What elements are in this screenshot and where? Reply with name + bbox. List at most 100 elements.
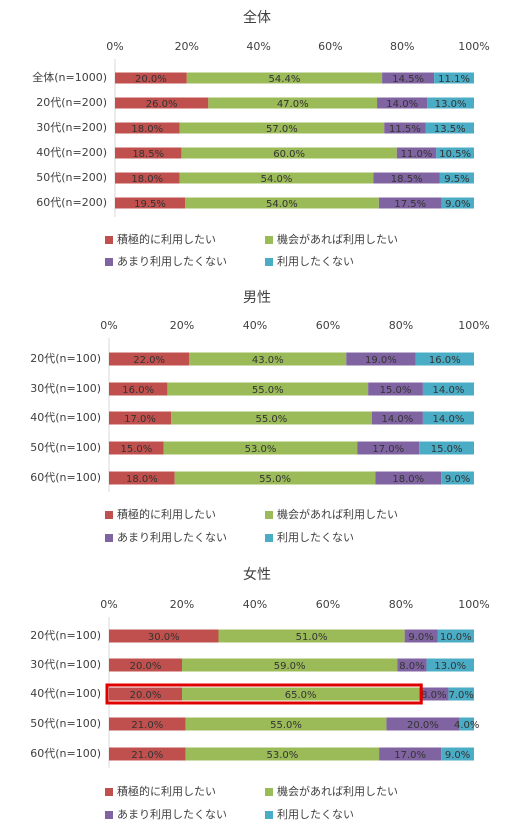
legend-swatch bbox=[265, 511, 273, 519]
bar-segment bbox=[115, 197, 186, 209]
x-tick-label: 60% bbox=[318, 40, 342, 53]
value-label: 10.5% bbox=[439, 149, 471, 160]
legend-label: あまり利用したくない bbox=[117, 808, 227, 821]
bar-segment bbox=[379, 747, 442, 761]
bar-segment bbox=[404, 629, 438, 643]
x-tick-label: 20% bbox=[170, 319, 194, 332]
value-label: 16.0% bbox=[429, 355, 461, 366]
bar-segment bbox=[382, 72, 435, 84]
value-label: 54.0% bbox=[266, 199, 298, 210]
value-label: 13.0% bbox=[434, 661, 466, 672]
x-tick-label: 60% bbox=[316, 319, 340, 332]
value-label: 18.0% bbox=[126, 474, 158, 485]
bar-segment bbox=[386, 717, 460, 731]
bar-segment bbox=[109, 629, 219, 643]
bar-segment bbox=[109, 717, 186, 731]
bar-segment bbox=[375, 471, 442, 485]
value-label: 14.0% bbox=[381, 414, 413, 425]
bar-segment bbox=[189, 352, 347, 366]
bar-segment bbox=[171, 411, 372, 425]
value-label: 22.0% bbox=[133, 355, 165, 366]
value-label: 18.0% bbox=[392, 474, 424, 485]
bar-segment bbox=[459, 717, 474, 731]
value-label: 55.0% bbox=[256, 414, 288, 425]
value-label: 17.0% bbox=[124, 414, 156, 425]
y-tick-label: 30代(n=100) bbox=[30, 658, 101, 671]
y-tick-label: 40代(n=100) bbox=[30, 687, 101, 700]
legend-swatch bbox=[105, 534, 113, 542]
value-label: 20.0% bbox=[407, 720, 439, 731]
legend-swatch bbox=[105, 511, 113, 519]
value-label: 18.0% bbox=[131, 174, 163, 185]
bar-segment bbox=[434, 72, 474, 84]
value-label: 15.0% bbox=[380, 385, 412, 396]
legend-label: 積極的に利用したい bbox=[117, 507, 216, 521]
bar-segment bbox=[419, 687, 449, 701]
bar-segment bbox=[185, 197, 379, 209]
value-label: 47.0% bbox=[277, 99, 309, 110]
value-label: 13.5% bbox=[434, 124, 466, 135]
legend-label: 積極的に利用したい bbox=[117, 232, 216, 246]
chart-title: 全体 bbox=[243, 9, 271, 26]
value-label: 65.0% bbox=[285, 690, 317, 701]
bar-segment bbox=[181, 147, 397, 159]
value-label: 18.5% bbox=[132, 149, 164, 160]
bar-segment bbox=[115, 72, 187, 84]
y-tick-label: 30代(n=200) bbox=[36, 121, 107, 134]
bar-segment bbox=[346, 352, 416, 366]
legend-label: 機会があれば利用したい bbox=[277, 507, 398, 521]
x-tick-label: 100% bbox=[458, 319, 489, 332]
bar-segment bbox=[448, 687, 474, 701]
bar-segment bbox=[397, 658, 427, 672]
value-label: 17.0% bbox=[372, 444, 404, 455]
bar-segment bbox=[115, 147, 182, 159]
legend-swatch bbox=[105, 236, 113, 244]
value-label: 4.0% bbox=[454, 720, 479, 731]
bar-segment bbox=[174, 471, 376, 485]
value-label: 8.0% bbox=[399, 661, 424, 672]
y-tick-label: 40代(n=200) bbox=[36, 146, 107, 159]
legend-swatch bbox=[105, 811, 113, 819]
bar-segment bbox=[109, 441, 164, 455]
value-label: 17.0% bbox=[394, 750, 426, 761]
value-label: 11.0% bbox=[401, 149, 433, 160]
x-tick-label: 60% bbox=[316, 598, 340, 611]
x-tick-label: 40% bbox=[243, 598, 267, 611]
value-label: 10.0% bbox=[440, 632, 472, 643]
value-label: 54.0% bbox=[261, 174, 293, 185]
value-label: 19.5% bbox=[134, 199, 166, 210]
highlight-box bbox=[105, 683, 423, 705]
legend-label: 利用したくない bbox=[277, 808, 354, 821]
legend-swatch bbox=[265, 534, 273, 542]
bar-segment bbox=[109, 352, 190, 366]
bar-segment bbox=[115, 172, 180, 184]
legend-swatch bbox=[265, 236, 273, 244]
legend-label: 利用したくない bbox=[277, 255, 354, 268]
value-label: 21.0% bbox=[131, 720, 163, 731]
value-label: 59.0% bbox=[274, 661, 306, 672]
bar-segment bbox=[425, 122, 474, 134]
bar-segment bbox=[167, 382, 369, 396]
bar-segment bbox=[185, 717, 387, 731]
value-label: 53.0% bbox=[266, 750, 298, 761]
x-tick-label: 20% bbox=[175, 40, 199, 53]
bar-segment bbox=[441, 747, 474, 761]
value-label: 11.5% bbox=[389, 124, 421, 135]
y-tick-label: 50代(n=200) bbox=[36, 171, 107, 184]
value-label: 43.0% bbox=[252, 355, 284, 366]
x-tick-label: 0% bbox=[100, 598, 117, 611]
y-tick-label: 60代(n=200) bbox=[36, 196, 107, 209]
bar-segment bbox=[396, 147, 437, 159]
bar-segment bbox=[422, 411, 474, 425]
legend-label: 積極的に利用したい bbox=[117, 784, 216, 798]
value-label: 55.0% bbox=[270, 720, 302, 731]
value-label: 15.0% bbox=[431, 444, 463, 455]
bar-segment bbox=[115, 122, 180, 134]
y-tick-label: 20代(n=200) bbox=[36, 96, 107, 109]
bar-segment bbox=[373, 172, 440, 184]
legend-swatch bbox=[265, 788, 273, 796]
value-label: 17.5% bbox=[394, 199, 426, 210]
y-tick-label: 30代(n=100) bbox=[30, 382, 101, 395]
bar-segment bbox=[437, 629, 474, 643]
